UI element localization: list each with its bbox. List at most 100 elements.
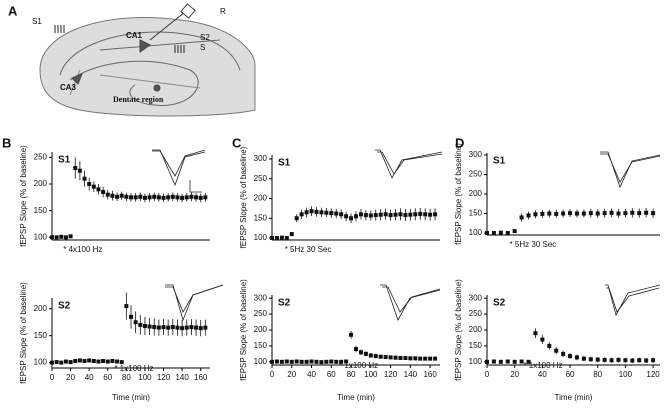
data-point [403,356,408,360]
y-tick-label: 100 [469,357,483,366]
data-point [408,212,413,217]
data-point [203,195,208,200]
y-tick-label: 250 [469,309,483,318]
data-point [408,356,413,361]
data-point [73,359,78,363]
data-point [319,210,324,215]
data-point [101,359,106,363]
data-point [512,229,517,234]
data-point [354,214,358,219]
x-tick-label: 80 [347,370,356,379]
data-point [413,212,418,217]
y-tick-label: 200 [254,325,268,334]
annotation: * 1x100 Hz [339,361,378,370]
annotation: * 4x100 Hz [63,245,102,254]
data-point [547,343,552,348]
data-point [644,210,649,215]
annotation: * 5Hz 30 Sec [510,240,557,249]
data-point [373,354,378,359]
x-tick-label: 60 [103,373,112,382]
panel-label: A [8,3,18,18]
data-point [373,213,378,218]
data-point [344,359,349,364]
y-tick-label: 100 [34,358,48,367]
diagram-label: CA1 [126,31,143,40]
x-tick-label: 100 [619,370,633,379]
x-axis-label: Time (min) [555,393,593,402]
data-point [568,211,573,216]
data-point [54,235,59,240]
x-tick-label: 100 [364,370,378,379]
data-point [561,211,566,216]
data-point [170,325,175,330]
x-tick-label: 160 [194,373,208,382]
data-point [299,212,304,217]
y-tick-label: 250 [254,174,268,183]
data-point [198,326,203,331]
data-point [433,212,438,217]
y-tick-label: 150 [254,341,268,350]
x-tick-label: 120 [384,370,398,379]
data-point [623,211,628,216]
data-point [77,358,82,363]
data-point [119,360,124,365]
y-tick-label: 100 [469,228,483,237]
data-point [554,211,559,216]
data-point [533,331,538,336]
data-point [194,325,199,330]
chart-title: S2 [278,298,291,309]
data-point [378,354,383,359]
diagram-label: S2 [200,33,210,42]
data-point [630,358,635,363]
data-point [77,168,82,173]
data-point [363,213,368,218]
y-tick-label: 300 [469,293,483,302]
data-point [413,356,418,361]
data-point [595,357,600,362]
data-point [115,194,120,199]
data-point [540,211,545,216]
x-tick-label: 120 [157,373,171,382]
data-point [133,320,138,325]
y-axis-label: fEPSP Slope (% of baseline) [19,145,28,247]
y-tick-label: 150 [34,331,48,340]
y-tick-label: 200 [34,179,48,188]
annotation: * 5Hz 30 Sec [285,245,332,254]
y-tick-label: 100 [254,233,268,242]
data-point [519,215,524,220]
data-point [324,359,329,364]
x-axis-label: Time (min) [112,393,150,402]
data-point [403,213,408,218]
data-point [91,184,96,189]
y-tick-label: 150 [469,209,483,218]
data-point [166,325,171,330]
chart-title: S2 [493,298,506,309]
data-point [368,213,373,218]
data-point [358,212,363,217]
data-point [574,355,579,360]
data-point [428,356,433,361]
data-point [198,195,203,200]
data-point [166,195,171,200]
data-point [189,325,194,330]
data-point [526,359,531,364]
data-point [609,358,614,363]
y-tick-label: 200 [254,194,268,203]
panel-label: B [2,135,11,150]
data-point [147,324,152,329]
x-tick-label: 0 [50,373,55,382]
x-tick-label: 40 [307,370,316,379]
data-point [309,209,314,214]
data-point [588,357,593,362]
data-point [180,326,185,331]
data-point [189,194,194,199]
data-point [175,195,180,200]
data-point [274,359,279,364]
data-point [138,194,143,199]
diagram-label: S1 [32,17,42,26]
x-tick-label: 0 [485,370,490,379]
y-tick-label: 150 [254,213,268,222]
x-tick-label: 20 [66,373,75,382]
